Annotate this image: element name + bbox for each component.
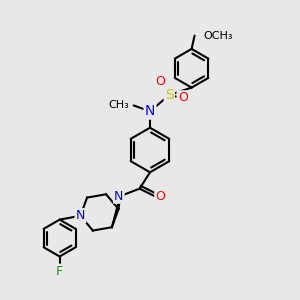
Text: CH₃: CH₃ bbox=[108, 100, 129, 110]
Text: OCH₃: OCH₃ bbox=[203, 31, 232, 40]
Text: O: O bbox=[155, 190, 165, 202]
Text: N: N bbox=[145, 104, 155, 118]
Text: N: N bbox=[114, 190, 124, 202]
Text: N: N bbox=[76, 209, 85, 222]
Text: S: S bbox=[165, 88, 174, 102]
Text: F: F bbox=[56, 265, 63, 278]
Text: O: O bbox=[155, 75, 165, 88]
Text: O: O bbox=[178, 92, 188, 104]
